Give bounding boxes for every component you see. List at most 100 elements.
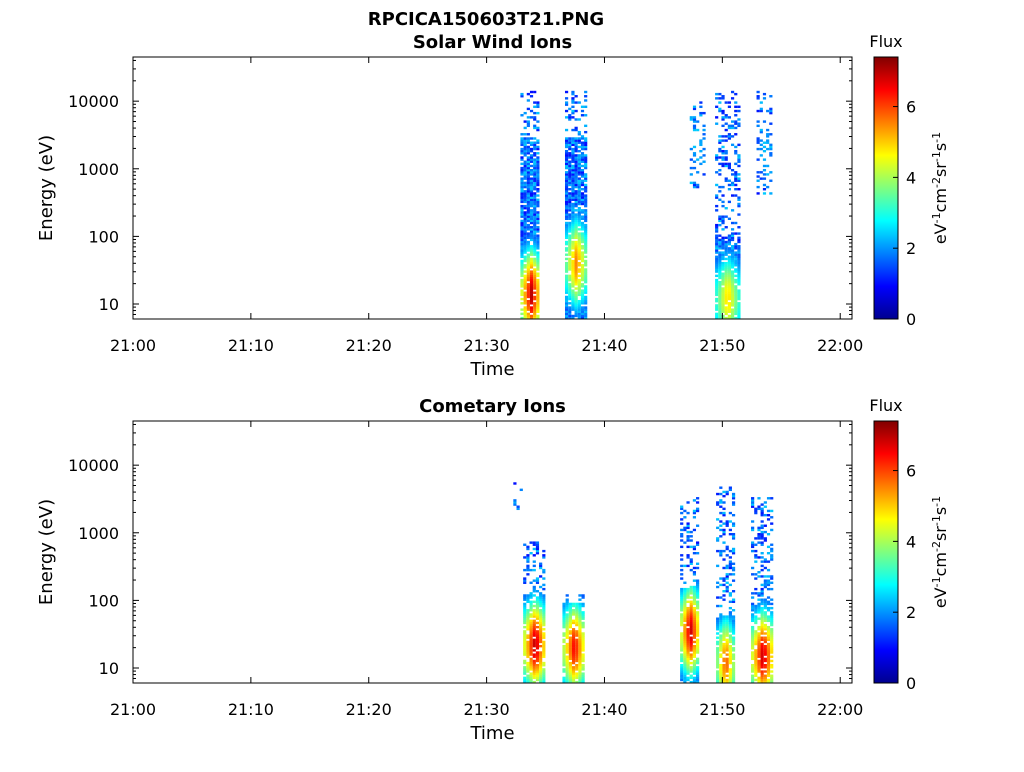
heatmap-cell <box>731 532 736 536</box>
heatmap-cell <box>523 120 527 123</box>
heatmap-cell <box>718 272 722 275</box>
heatmap-cell <box>564 253 569 256</box>
heatmap-cell <box>731 590 736 593</box>
heatmap-cell <box>523 285 527 288</box>
heatmap-cell <box>734 255 738 259</box>
heatmap-cell <box>535 663 540 667</box>
heatmap-cell <box>523 238 527 242</box>
heatmap-cell <box>533 240 537 244</box>
heatmap-cell <box>715 183 719 187</box>
heatmap-cell <box>526 160 530 163</box>
heatmap-cell <box>737 293 741 297</box>
y-tick-label: 10 <box>99 659 119 678</box>
heatmap-cell <box>719 505 723 508</box>
heatmap-cell <box>581 640 585 644</box>
x-tick-label: 22:00 <box>817 700 863 719</box>
heatmap-cell <box>766 617 771 620</box>
heatmap-cell <box>574 219 578 223</box>
heatmap-cell <box>574 202 578 206</box>
heatmap-cell <box>725 621 729 625</box>
heatmap-cell <box>532 587 536 591</box>
heatmap-cell <box>568 107 572 111</box>
heatmap-cell <box>715 299 719 303</box>
heatmap-cell <box>683 587 687 591</box>
heatmap-cell <box>520 156 524 159</box>
heatmap-cell <box>523 139 527 142</box>
heatmap-cell <box>584 251 588 254</box>
heatmap-cell <box>760 530 764 534</box>
heatmap-cell <box>535 644 540 648</box>
heatmap-cell <box>526 556 530 559</box>
heatmap-cell <box>689 615 693 618</box>
heatmap-cell <box>728 532 732 536</box>
heatmap-cell <box>523 204 527 208</box>
heatmap-cell <box>686 600 690 604</box>
heatmap-cell <box>725 581 729 584</box>
heatmap-cell <box>542 642 546 646</box>
heatmap-cell <box>760 587 764 591</box>
heatmap-cell <box>683 647 687 650</box>
heatmap-cell <box>539 676 543 680</box>
heatmap-cell <box>535 577 540 580</box>
heatmap-cell <box>580 289 585 292</box>
heatmap-cell <box>689 668 693 671</box>
heatmap-cell <box>728 621 732 625</box>
heatmap-cell <box>719 666 723 669</box>
heatmap-cell <box>520 213 524 216</box>
heatmap-cell <box>542 644 546 648</box>
heatmap-cell <box>689 638 693 642</box>
heatmap-cell <box>523 291 527 294</box>
heatmap-cell <box>722 630 726 633</box>
heatmap-cell <box>523 270 527 273</box>
heatmap-cell <box>533 177 537 180</box>
heatmap-cell <box>734 257 738 261</box>
heatmap-cell <box>731 647 736 650</box>
heatmap-cell <box>520 285 524 288</box>
heatmap-cell <box>526 188 530 191</box>
heatmap-cell <box>680 564 684 568</box>
heatmap-cell <box>715 240 719 244</box>
heatmap-cell <box>535 666 540 669</box>
heatmap-cell <box>762 92 767 96</box>
heatmap-cell <box>737 261 741 265</box>
heatmap-cell <box>680 617 684 620</box>
heatmap-cell <box>696 659 700 663</box>
heatmap-cell <box>734 287 738 290</box>
heatmap-cell <box>683 668 687 671</box>
heatmap-cell <box>754 659 758 663</box>
heatmap-cell <box>689 173 693 176</box>
heatmap-cell <box>719 615 723 618</box>
heatmap-cell <box>571 215 575 218</box>
heatmap-cell <box>722 628 726 631</box>
heatmap-cell <box>533 264 537 267</box>
heatmap-cell <box>731 676 736 680</box>
heatmap-cell <box>542 678 546 682</box>
heatmap-cell <box>760 632 764 635</box>
heatmap-cell <box>689 647 693 650</box>
heatmap-cell <box>581 647 585 650</box>
heatmap-cell <box>769 133 773 136</box>
heatmap-cell <box>536 160 540 163</box>
heatmap-cell <box>737 308 741 311</box>
heatmap-cell <box>571 272 575 275</box>
heatmap-cell <box>760 617 764 620</box>
heatmap-cell <box>520 179 524 182</box>
heatmap-cell <box>757 604 761 608</box>
heatmap-cell <box>577 287 581 290</box>
heatmap-cell <box>584 242 588 246</box>
heatmap-cell <box>737 160 741 163</box>
heatmap-cell <box>696 552 700 555</box>
heatmap-cell <box>696 661 700 665</box>
heatmap-cell <box>770 617 774 620</box>
heatmap-cell <box>562 670 566 673</box>
heatmap-cell <box>722 513 726 517</box>
heatmap-cell <box>529 226 534 229</box>
heatmap-cell <box>696 623 700 627</box>
heatmap-cell <box>520 297 524 301</box>
heatmap-cell <box>577 304 581 307</box>
heatmap-cell <box>533 287 537 290</box>
heatmap-cell <box>520 232 524 235</box>
heatmap-cell <box>564 270 569 273</box>
heatmap-cell <box>683 590 687 593</box>
heatmap-cell <box>683 564 687 568</box>
